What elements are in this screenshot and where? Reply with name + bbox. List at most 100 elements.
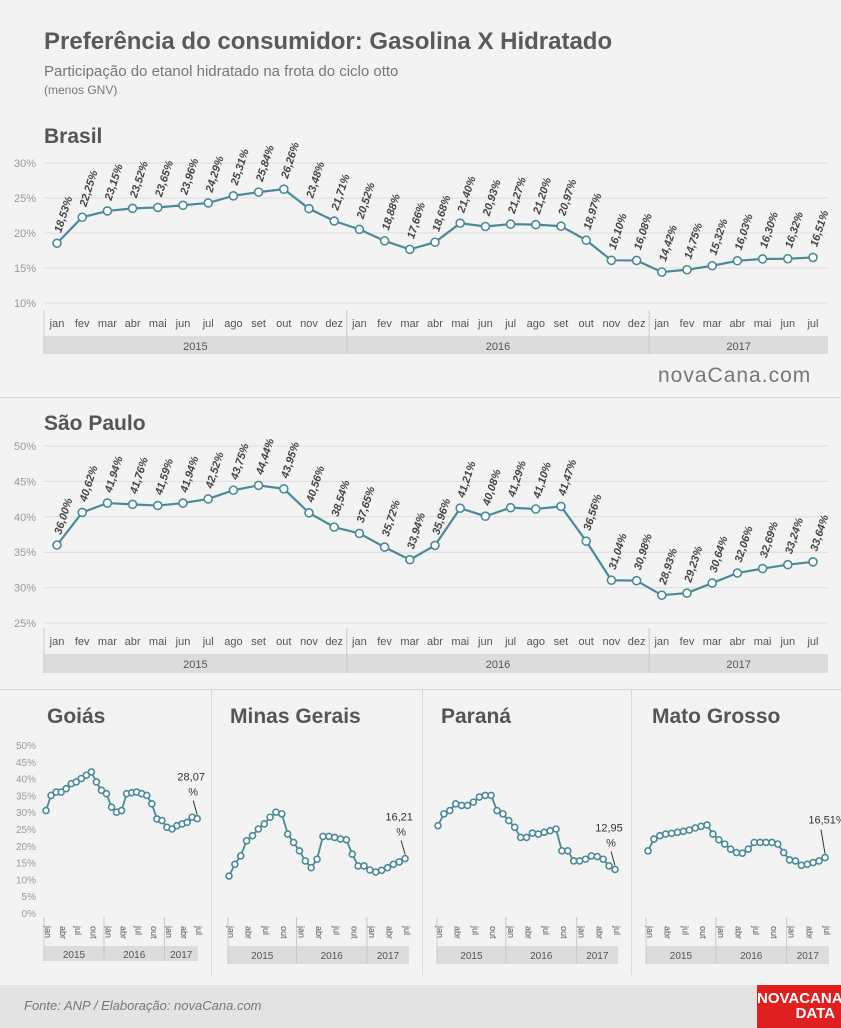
sao-paulo-ytick-label: 25% [14, 618, 36, 630]
brasil-month-label: fev [680, 318, 695, 330]
sao-paulo-month-label: abr [125, 636, 141, 648]
sao-paulo-data-point [556, 501, 566, 512]
mato-grosso-month-label: abr [734, 926, 744, 939]
sao-paulo-month-label: mar [703, 636, 722, 648]
page-title: Preferência do consumidor: Gasolina X Hi… [44, 28, 613, 55]
goias-data-point [62, 784, 70, 793]
goias-data-point [47, 791, 55, 800]
brasil-data-point [631, 255, 642, 266]
brasil-ytick-label: 25% [14, 193, 36, 205]
goias-data-point [77, 774, 86, 783]
minas-gerais-month-label: jan [367, 925, 377, 938]
sao-paulo-ytick-label: 30% [14, 583, 36, 595]
goias-year-label: 2017 [170, 950, 193, 961]
brasil-month-label: fev [377, 318, 392, 330]
sao-paulo-month-label: jan [49, 636, 65, 648]
brasil-data-point [430, 237, 440, 248]
goias-ytick-label: 35% [16, 791, 36, 802]
brasil-ytick-label: 10% [14, 298, 36, 310]
goias-year-band [44, 946, 198, 961]
mato-grosso-year-label: 2016 [740, 951, 763, 962]
minas-gerais-data-point [307, 863, 315, 872]
brasil-month-label: out [276, 318, 291, 330]
brasil-month-label: dez [628, 318, 646, 330]
minas-gerais-data-point [401, 854, 409, 863]
sao-paulo-month-label: jul [202, 636, 214, 648]
brasil-month-label: jun [779, 318, 795, 330]
parana-data-point [510, 823, 519, 832]
mato-grosso-data-point [709, 830, 717, 838]
minas-gerais-year-label: 2016 [321, 951, 344, 962]
mato-grosso-data-point [650, 835, 658, 843]
goias-year-label: 2015 [63, 950, 86, 961]
sao-paulo-data-point [757, 563, 768, 574]
brasil-month-label: mai [149, 318, 167, 330]
parana-month-label: abr [524, 926, 534, 939]
sao-paulo-data-point [329, 522, 340, 532]
source-note: Fonte: ANP / Elaboração: novaCana.com [24, 998, 262, 1013]
minas-gerais-month-label: abr [244, 926, 254, 939]
sao-paulo-month-label: ago [527, 636, 545, 648]
sao-paulo-month-label: set [554, 636, 569, 648]
mato-grosso-data-point [667, 829, 676, 838]
panel-divider [0, 397, 841, 398]
badge-line-1: NOVACANA [757, 990, 841, 1007]
goias-data-point [168, 825, 176, 833]
sao-paulo-data-point [606, 575, 617, 586]
mato-grosso-month-label: jul [751, 925, 761, 935]
sao-paulo-month-label: jan [653, 636, 669, 648]
brasil-data-point [228, 191, 239, 201]
brasil-data-point [581, 235, 592, 246]
brasil-data-point [77, 212, 87, 223]
parana-data-point [522, 833, 531, 842]
brasil-data-point [707, 260, 718, 271]
parana-data-point [463, 801, 472, 810]
sao-paulo-month-label: fev [377, 636, 392, 648]
goias-ytick-label: 50% [16, 741, 36, 752]
brasil-month-label: jul [806, 318, 818, 330]
brasil-month-label: mar [703, 318, 722, 330]
goias-ytick-label: 25% [16, 825, 36, 836]
small-panel-divider [422, 690, 423, 975]
minas-gerais-month-label: out [349, 926, 359, 939]
sao-paulo-month-label: fev [680, 636, 695, 648]
parana-month-label: jul [612, 925, 622, 935]
minas-gerais-data-point [248, 831, 257, 840]
sao-paulo-month-label: mai [754, 636, 772, 648]
sao-paulo-ytick-label: 45% [14, 476, 36, 488]
goias-data-point [92, 778, 101, 786]
goias-data-point [193, 814, 201, 823]
parana-data-point [434, 821, 442, 830]
goias-chart: 0%5%10%15%20%25%30%35%40%45%50%jan abr jul… [16, 741, 205, 961]
mato-grosso-data-point [685, 826, 694, 834]
goias-data-point [102, 789, 111, 798]
goias-month-label: jul [73, 925, 83, 935]
brasil-data-point [455, 218, 466, 228]
brasil-data-point [606, 255, 617, 266]
sao-paulo-ytick-label: 50% [14, 441, 36, 453]
goias-last-value-label: 28,07 [177, 772, 205, 784]
sao-paulo-month-label: mai [149, 636, 167, 648]
goias-month-label: jul [134, 925, 144, 935]
mato-grosso-month-label: out [698, 926, 708, 939]
sao-paulo-month-label: ago [224, 636, 242, 648]
mato-grosso-month-label: jan [645, 925, 655, 938]
parana-last-value-unit: % [606, 837, 616, 849]
brasil-month-label: jun [477, 318, 493, 330]
brasil-data-point [530, 219, 541, 230]
sao-paulo-data-point [354, 528, 365, 539]
minas-gerais-title: Minas Gerais [230, 705, 361, 728]
brasil-month-label: jan [653, 318, 669, 330]
mato-grosso-data-point [655, 831, 664, 840]
minas-gerais-data-point [231, 860, 239, 869]
goias-month-label: jan [164, 925, 174, 938]
brasil-month-label: set [251, 318, 266, 330]
sao-paulo-month-label: mar [400, 636, 419, 648]
brasil-data-point [656, 267, 667, 277]
parana-data-point [599, 855, 608, 864]
goias-data-point [143, 791, 151, 800]
goias-month-label: jan [43, 925, 53, 938]
sao-paulo-data-point [782, 559, 793, 570]
mato-grosso-last-value-label: 16,51% [808, 815, 841, 827]
mato-grosso-data-point [809, 858, 818, 867]
